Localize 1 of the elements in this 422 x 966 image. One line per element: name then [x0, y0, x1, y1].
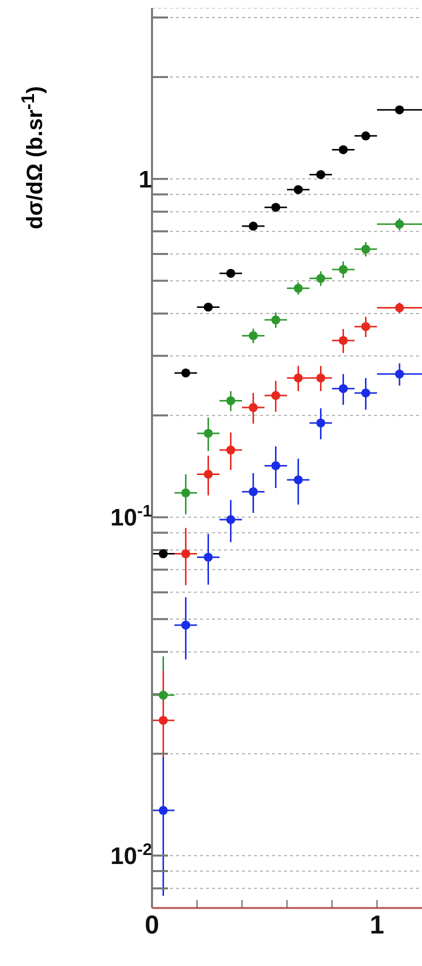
- x-tick-label: 0: [144, 909, 160, 940]
